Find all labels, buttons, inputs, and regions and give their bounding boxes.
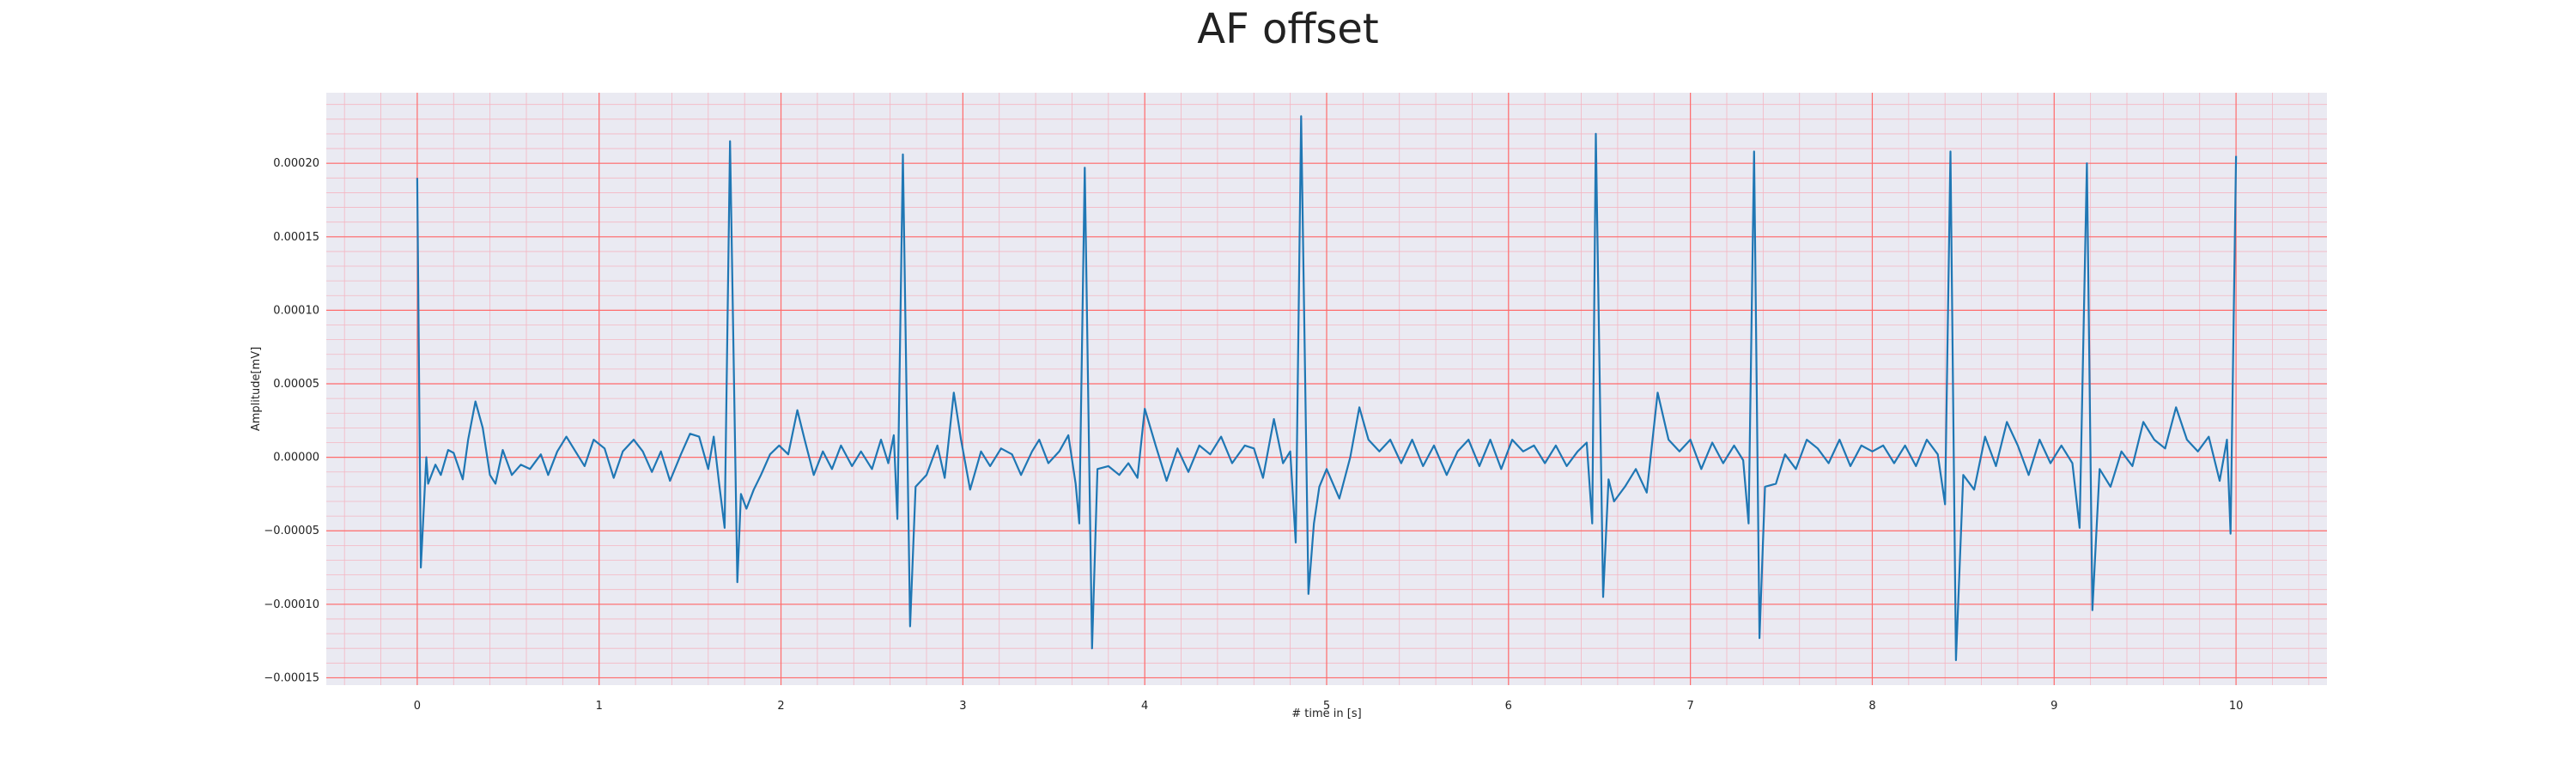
x-tick-label: 0: [414, 700, 421, 713]
x-tick-label: 9: [2050, 700, 2057, 713]
y-axis-label: Amplitude[mV]: [250, 347, 263, 431]
x-axis-ticks: 0 1 2 3 4 5 6 7 8 9 10: [414, 700, 2244, 713]
y-axis-ticks: −0.00015 −0.00010 −0.00005 0.00000 0.00005 0.…: [264, 157, 319, 684]
x-tick-label: 8: [1868, 700, 1875, 713]
y-tick-label: 0.00010: [273, 304, 319, 317]
x-tick-label: 3: [959, 700, 966, 713]
x-axis-label: # time in [s]: [1291, 707, 1361, 720]
x-tick-label: 6: [1505, 700, 1512, 713]
y-tick-label: 0.00000: [273, 452, 319, 464]
y-tick-label: 0.00005: [273, 378, 319, 391]
y-tick-label: 0.00015: [273, 231, 319, 244]
x-tick-label: 1: [596, 700, 603, 713]
x-tick-label: 7: [1686, 700, 1693, 713]
x-tick-label: 10: [2229, 700, 2244, 713]
y-tick-label: 0.00020: [273, 157, 319, 170]
x-tick-label: 2: [777, 700, 784, 713]
y-tick-label: −0.00010: [264, 598, 319, 611]
y-tick-label: −0.00005: [264, 525, 319, 537]
x-tick-label: 4: [1141, 700, 1148, 713]
series-line: [416, 115, 2238, 661]
x-tick-label: 5: [1323, 700, 1330, 713]
chart-title: AF offset: [1197, 5, 1379, 53]
y-tick-label: −0.00015: [264, 671, 319, 684]
major-grid: [326, 93, 2327, 685]
